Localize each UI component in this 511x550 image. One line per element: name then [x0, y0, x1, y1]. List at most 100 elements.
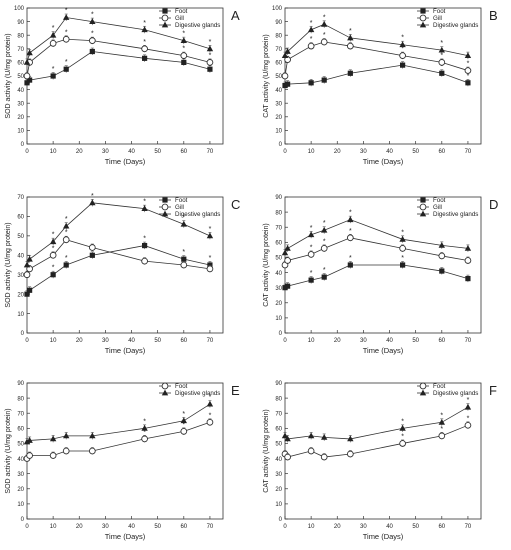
data-point: [49, 435, 57, 442]
data-point: [281, 432, 289, 439]
data-point: [206, 418, 214, 426]
data-point: [347, 262, 353, 268]
x-tick-label: 0: [25, 524, 29, 530]
chart-d: 0 10 20 30 40 50 60 70 80 90 0 10 20 30 40 50 60 70 Time (…: [263, 195, 498, 355]
data-point: [206, 400, 214, 407]
series-digestive-glands: * * * * * *: [23, 193, 214, 269]
legend-marker: [162, 197, 168, 203]
series-digestive-glands: * * * * * *: [23, 8, 214, 66]
data-point: [49, 452, 57, 459]
data-point: [321, 77, 327, 83]
significance-star: *: [401, 433, 404, 440]
data-point: [207, 66, 213, 72]
x-tick-label: 50: [412, 524, 419, 530]
data-point: [23, 59, 31, 65]
significance-star: *: [323, 32, 326, 39]
data-point: [464, 257, 472, 264]
panel-letter: C: [231, 197, 240, 212]
y-tick-label: 20: [275, 115, 282, 121]
data-point: [49, 238, 57, 245]
data-point: [89, 18, 96, 24]
series-gill: **: [23, 230, 214, 279]
data-point: [26, 437, 33, 443]
significance-star: *: [209, 39, 212, 46]
significance-star: *: [310, 244, 313, 251]
y-tick-label: 0: [21, 142, 25, 148]
significance-star: *: [91, 193, 94, 200]
y-tick-label: 40: [275, 271, 282, 277]
data-point: [141, 257, 148, 265]
data-point: [26, 49, 33, 56]
data-point: [399, 424, 406, 431]
legend-label: Foot: [175, 383, 188, 390]
y-tick-label: 0: [21, 331, 25, 337]
y-tick-label: 90: [275, 381, 282, 387]
series-line: [26, 38, 211, 77]
x-tick-label: 0: [283, 338, 287, 344]
significance-star: *: [52, 265, 55, 272]
significance-star: *: [323, 14, 326, 21]
y-tick-label: 90: [275, 20, 282, 26]
significance-star: *: [467, 397, 470, 404]
data-point: [284, 48, 291, 54]
significance-star: *: [467, 61, 470, 68]
legend-marker: [419, 210, 427, 217]
y-tick-label: 60: [17, 215, 24, 221]
y-tick-label: 0: [279, 142, 283, 148]
data-point: [307, 42, 315, 50]
data-point: [399, 41, 406, 48]
x-tick-label: 60: [438, 524, 445, 530]
significance-star: *: [310, 225, 313, 232]
data-point: [282, 82, 288, 89]
x-tick-label: 10: [50, 338, 57, 344]
data-point: [438, 59, 446, 66]
x-tick-label: 60: [180, 338, 187, 344]
data-point: [141, 435, 148, 443]
data-point: [49, 251, 57, 259]
legend-marker: [161, 210, 169, 217]
data-point: [284, 56, 291, 64]
y-tick-label: 90: [17, 20, 24, 26]
x-tick-label: 30: [360, 149, 367, 155]
data-point: [142, 55, 148, 61]
data-point: [281, 72, 289, 80]
data-point: [281, 52, 289, 58]
data-point: [307, 432, 315, 439]
series-line: [26, 403, 211, 443]
significance-star: *: [440, 412, 443, 419]
y-axis-label: CAT activity (U/mg protein): [263, 34, 270, 117]
data-point: [181, 256, 187, 262]
data-point: [308, 277, 314, 283]
significance-star: *: [65, 8, 68, 15]
y-tick-label: 20: [275, 487, 282, 493]
data-point: [284, 453, 291, 461]
series-line: [284, 64, 469, 86]
series-digestive-glands: * * *: [281, 397, 472, 443]
y-tick-label: 0: [279, 517, 283, 523]
data-point: [284, 257, 291, 264]
series-gill: * * * * * * *: [281, 32, 472, 80]
significance-star: *: [143, 418, 146, 425]
significance-star: *: [349, 210, 352, 217]
x-tick-label: 40: [128, 149, 135, 155]
series-line: [284, 237, 469, 266]
data-point: [180, 261, 188, 269]
legend-label: Digestive glands: [433, 211, 478, 218]
y-tick-label: 80: [275, 396, 282, 402]
data-point: [63, 262, 69, 268]
data-point: [281, 249, 289, 256]
data-point: [206, 232, 214, 239]
legend-label: Digestive glands: [175, 390, 220, 397]
significance-star: *: [65, 29, 68, 36]
data-point: [399, 245, 406, 252]
legend-marker: [161, 389, 169, 396]
significance-star: *: [310, 36, 313, 43]
data-point: [400, 262, 406, 268]
y-tick-label: 0: [21, 517, 25, 523]
y-tick-label: 10: [275, 129, 282, 135]
data-point: [347, 34, 354, 41]
significance-star: *: [401, 229, 404, 236]
data-point: [26, 255, 33, 262]
data-point: [438, 418, 445, 425]
data-point: [465, 80, 471, 86]
